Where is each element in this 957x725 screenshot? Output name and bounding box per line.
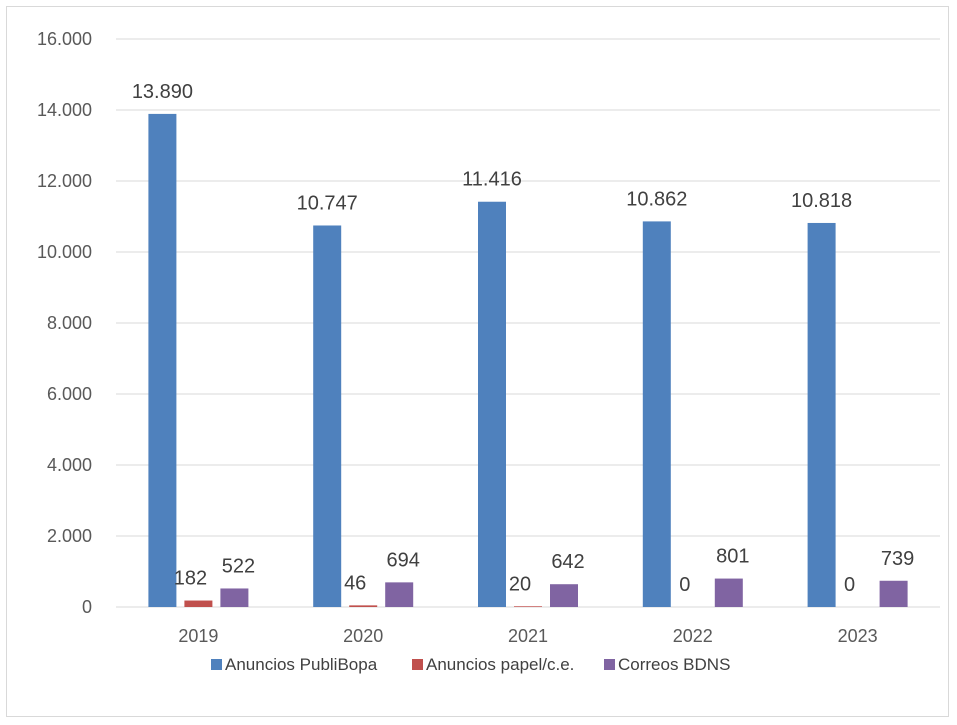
bar-3	[879, 580, 908, 607]
bar-1	[148, 113, 177, 607]
gridlines	[116, 38, 940, 608]
legend-swatch	[211, 659, 222, 670]
y-tick-label: 16.000	[37, 29, 92, 49]
bar-2	[184, 600, 213, 607]
y-tick-label: 8.000	[47, 313, 92, 333]
data-label: 694	[387, 549, 420, 571]
data-label: 739	[881, 548, 914, 570]
y-tick-label: 12.000	[37, 171, 92, 191]
data-label: 10.818	[791, 190, 852, 212]
legend-swatch	[412, 659, 423, 670]
data-label: 13.890	[132, 81, 193, 103]
data-label: 642	[551, 551, 584, 573]
x-tick-label: 2022	[673, 626, 713, 646]
bar-3	[385, 582, 414, 607]
legend: Anuncios PubliBopa Anuncios papel/c.e. Cor…	[211, 655, 730, 674]
bar-1	[313, 225, 342, 607]
bar-3	[714, 578, 743, 607]
y-tick-label: 10.000	[37, 242, 92, 262]
bar-3	[550, 584, 578, 607]
data-label: 10.747	[297, 192, 358, 214]
data-label: 0	[679, 574, 690, 596]
data-label: 46	[344, 572, 366, 594]
y-tick-label: 4.000	[47, 455, 92, 475]
data-label: 182	[174, 568, 207, 590]
y-tick-label: 6.000	[47, 384, 92, 404]
legend-label: Anuncios papel/c.e.	[426, 655, 574, 674]
bars	[148, 113, 908, 608]
y-axis-tick-labels: 0 2.000 4.000 6.000 8.000 10.000 12.000 14.000 1…	[37, 29, 92, 617]
x-tick-label: 2023	[838, 626, 878, 646]
x-tick-label: 2019	[178, 626, 218, 646]
bar-1	[807, 222, 836, 607]
y-tick-label: 0	[82, 597, 92, 617]
data-labels: 13.890 182 522 10.747 46 694 11.416 20 642 10.862…	[132, 81, 914, 596]
data-label: 11.416	[462, 169, 522, 191]
legend-label: Anuncios PubliBopa	[225, 655, 378, 674]
x-axis-tick-labels: 2019 2020 2021 2022 2023	[178, 626, 877, 646]
bar-2	[514, 606, 542, 607]
data-label: 20	[509, 573, 531, 595]
data-label: 801	[716, 546, 749, 568]
x-tick-label: 2020	[343, 626, 383, 646]
y-tick-label: 14.000	[37, 100, 92, 120]
bar-1	[642, 221, 671, 608]
legend-label: Correos BDNS	[618, 655, 730, 674]
bar-1	[478, 201, 506, 607]
data-label: 522	[222, 555, 255, 577]
bar-3	[220, 588, 249, 607]
data-label: 10.862	[626, 188, 687, 210]
x-tick-label: 2021	[508, 626, 548, 646]
data-label: 0	[844, 574, 855, 596]
y-tick-label: 2.000	[47, 526, 92, 546]
legend-swatch	[604, 659, 615, 670]
bar-2	[349, 605, 378, 607]
